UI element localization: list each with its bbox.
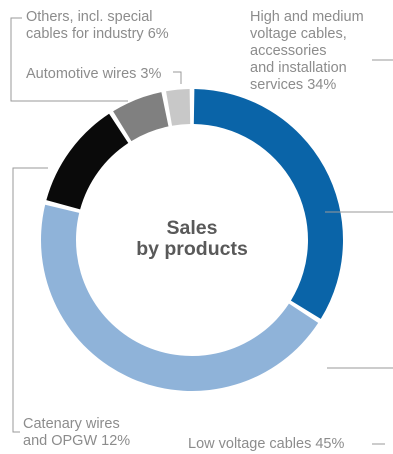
label-high-medium-voltage: High and medium voltage cables, accessor… xyxy=(250,9,364,93)
label-others: Others, incl. special cables for industr… xyxy=(26,9,169,42)
label-automotive-wires: Automotive wires 3% xyxy=(26,66,162,82)
slice-catenary-wires xyxy=(46,113,129,210)
slice-automotive-wires xyxy=(166,89,191,126)
slice-high-medium-voltage xyxy=(193,89,343,319)
label-low-voltage: Low voltage cables 45% xyxy=(188,436,345,452)
slice-low-voltage xyxy=(41,204,319,391)
label-catenary-wires: Catenary wires and OPGW 12% xyxy=(23,416,131,449)
chart-title: Sales by products xyxy=(136,217,248,260)
slice-others xyxy=(113,92,169,142)
leader-line-others xyxy=(10,17,128,102)
leader-line-automotive xyxy=(173,71,182,84)
leader-line-catenary xyxy=(12,167,48,433)
